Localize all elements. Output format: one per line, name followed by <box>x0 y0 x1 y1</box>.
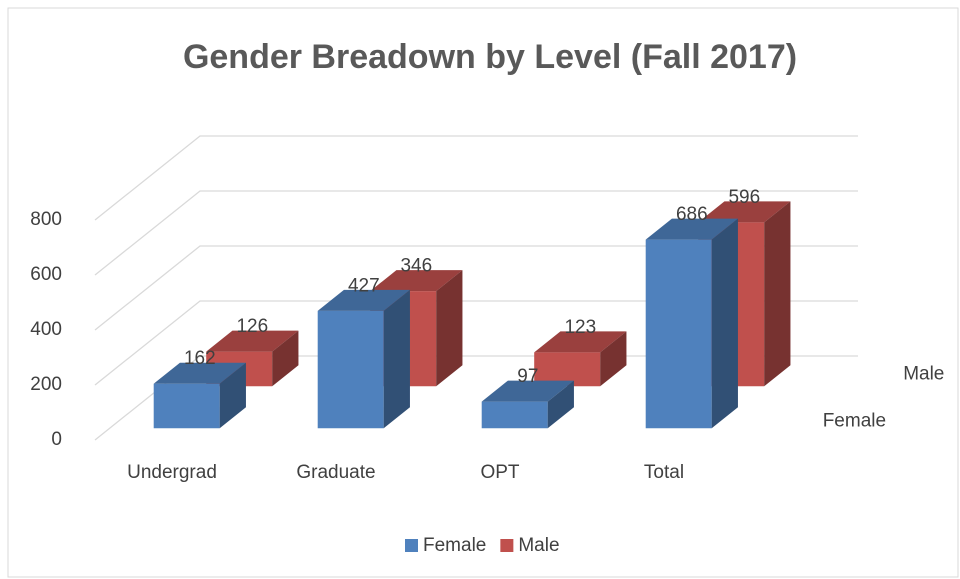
data-label: 686 <box>676 204 708 225</box>
legend-label: Female <box>423 535 486 556</box>
grid-line <box>94 245 858 331</box>
data-label: 126 <box>236 316 268 337</box>
bar-top <box>534 331 627 353</box>
bar-front <box>481 401 548 429</box>
bar <box>153 362 246 429</box>
bar-side <box>547 380 574 429</box>
bar-side <box>764 201 791 387</box>
bar-top <box>698 201 791 223</box>
bar-top <box>645 218 738 240</box>
x-tick-label: Graduate <box>296 462 375 483</box>
bar-top <box>153 362 246 384</box>
bar-side <box>436 270 463 387</box>
bar-side <box>383 289 410 429</box>
data-label: 596 <box>728 187 760 208</box>
data-label: 346 <box>400 256 432 277</box>
grid-line <box>94 355 858 441</box>
bar-top <box>317 289 410 311</box>
data-label: 123 <box>564 317 596 338</box>
bar-side <box>600 331 627 387</box>
grid-line <box>94 135 858 221</box>
x-tick-label: Undergrad <box>127 462 217 483</box>
bar <box>534 331 627 387</box>
depth-label: Male <box>903 363 944 384</box>
bar <box>645 218 738 429</box>
bar-front <box>317 310 384 429</box>
bar-top <box>206 330 299 352</box>
bar-side <box>711 218 738 429</box>
x-tick-label: OPT <box>480 462 519 483</box>
y-tick-label: 800 <box>30 209 62 230</box>
data-label: 162 <box>184 348 216 369</box>
grid-line <box>94 190 858 276</box>
legend-swatch <box>500 539 514 552</box>
bar-front <box>534 352 601 387</box>
chart-title: Gender Breadown by Level (Fall 2017) <box>183 38 797 76</box>
legend-swatch <box>405 539 418 552</box>
bar <box>481 380 574 429</box>
chart-border <box>7 7 959 578</box>
bar <box>317 289 410 429</box>
x-tick-label: Total <box>644 462 684 483</box>
legend-label: Male <box>518 535 559 556</box>
bar-front <box>153 383 220 429</box>
grid-line <box>94 300 858 386</box>
y-tick-label: 400 <box>30 319 62 340</box>
depth-label: Female <box>823 410 886 431</box>
bar-top <box>370 270 463 292</box>
y-tick-label: 0 <box>51 429 62 450</box>
bar-top <box>481 380 574 402</box>
y-tick-label: 200 <box>30 374 62 395</box>
bar-front <box>645 239 712 429</box>
bar-side <box>272 330 299 387</box>
bar-side <box>219 362 246 429</box>
y-tick-label: 600 <box>30 264 62 285</box>
data-label: 97 <box>517 366 538 387</box>
data-label: 427 <box>348 275 380 296</box>
